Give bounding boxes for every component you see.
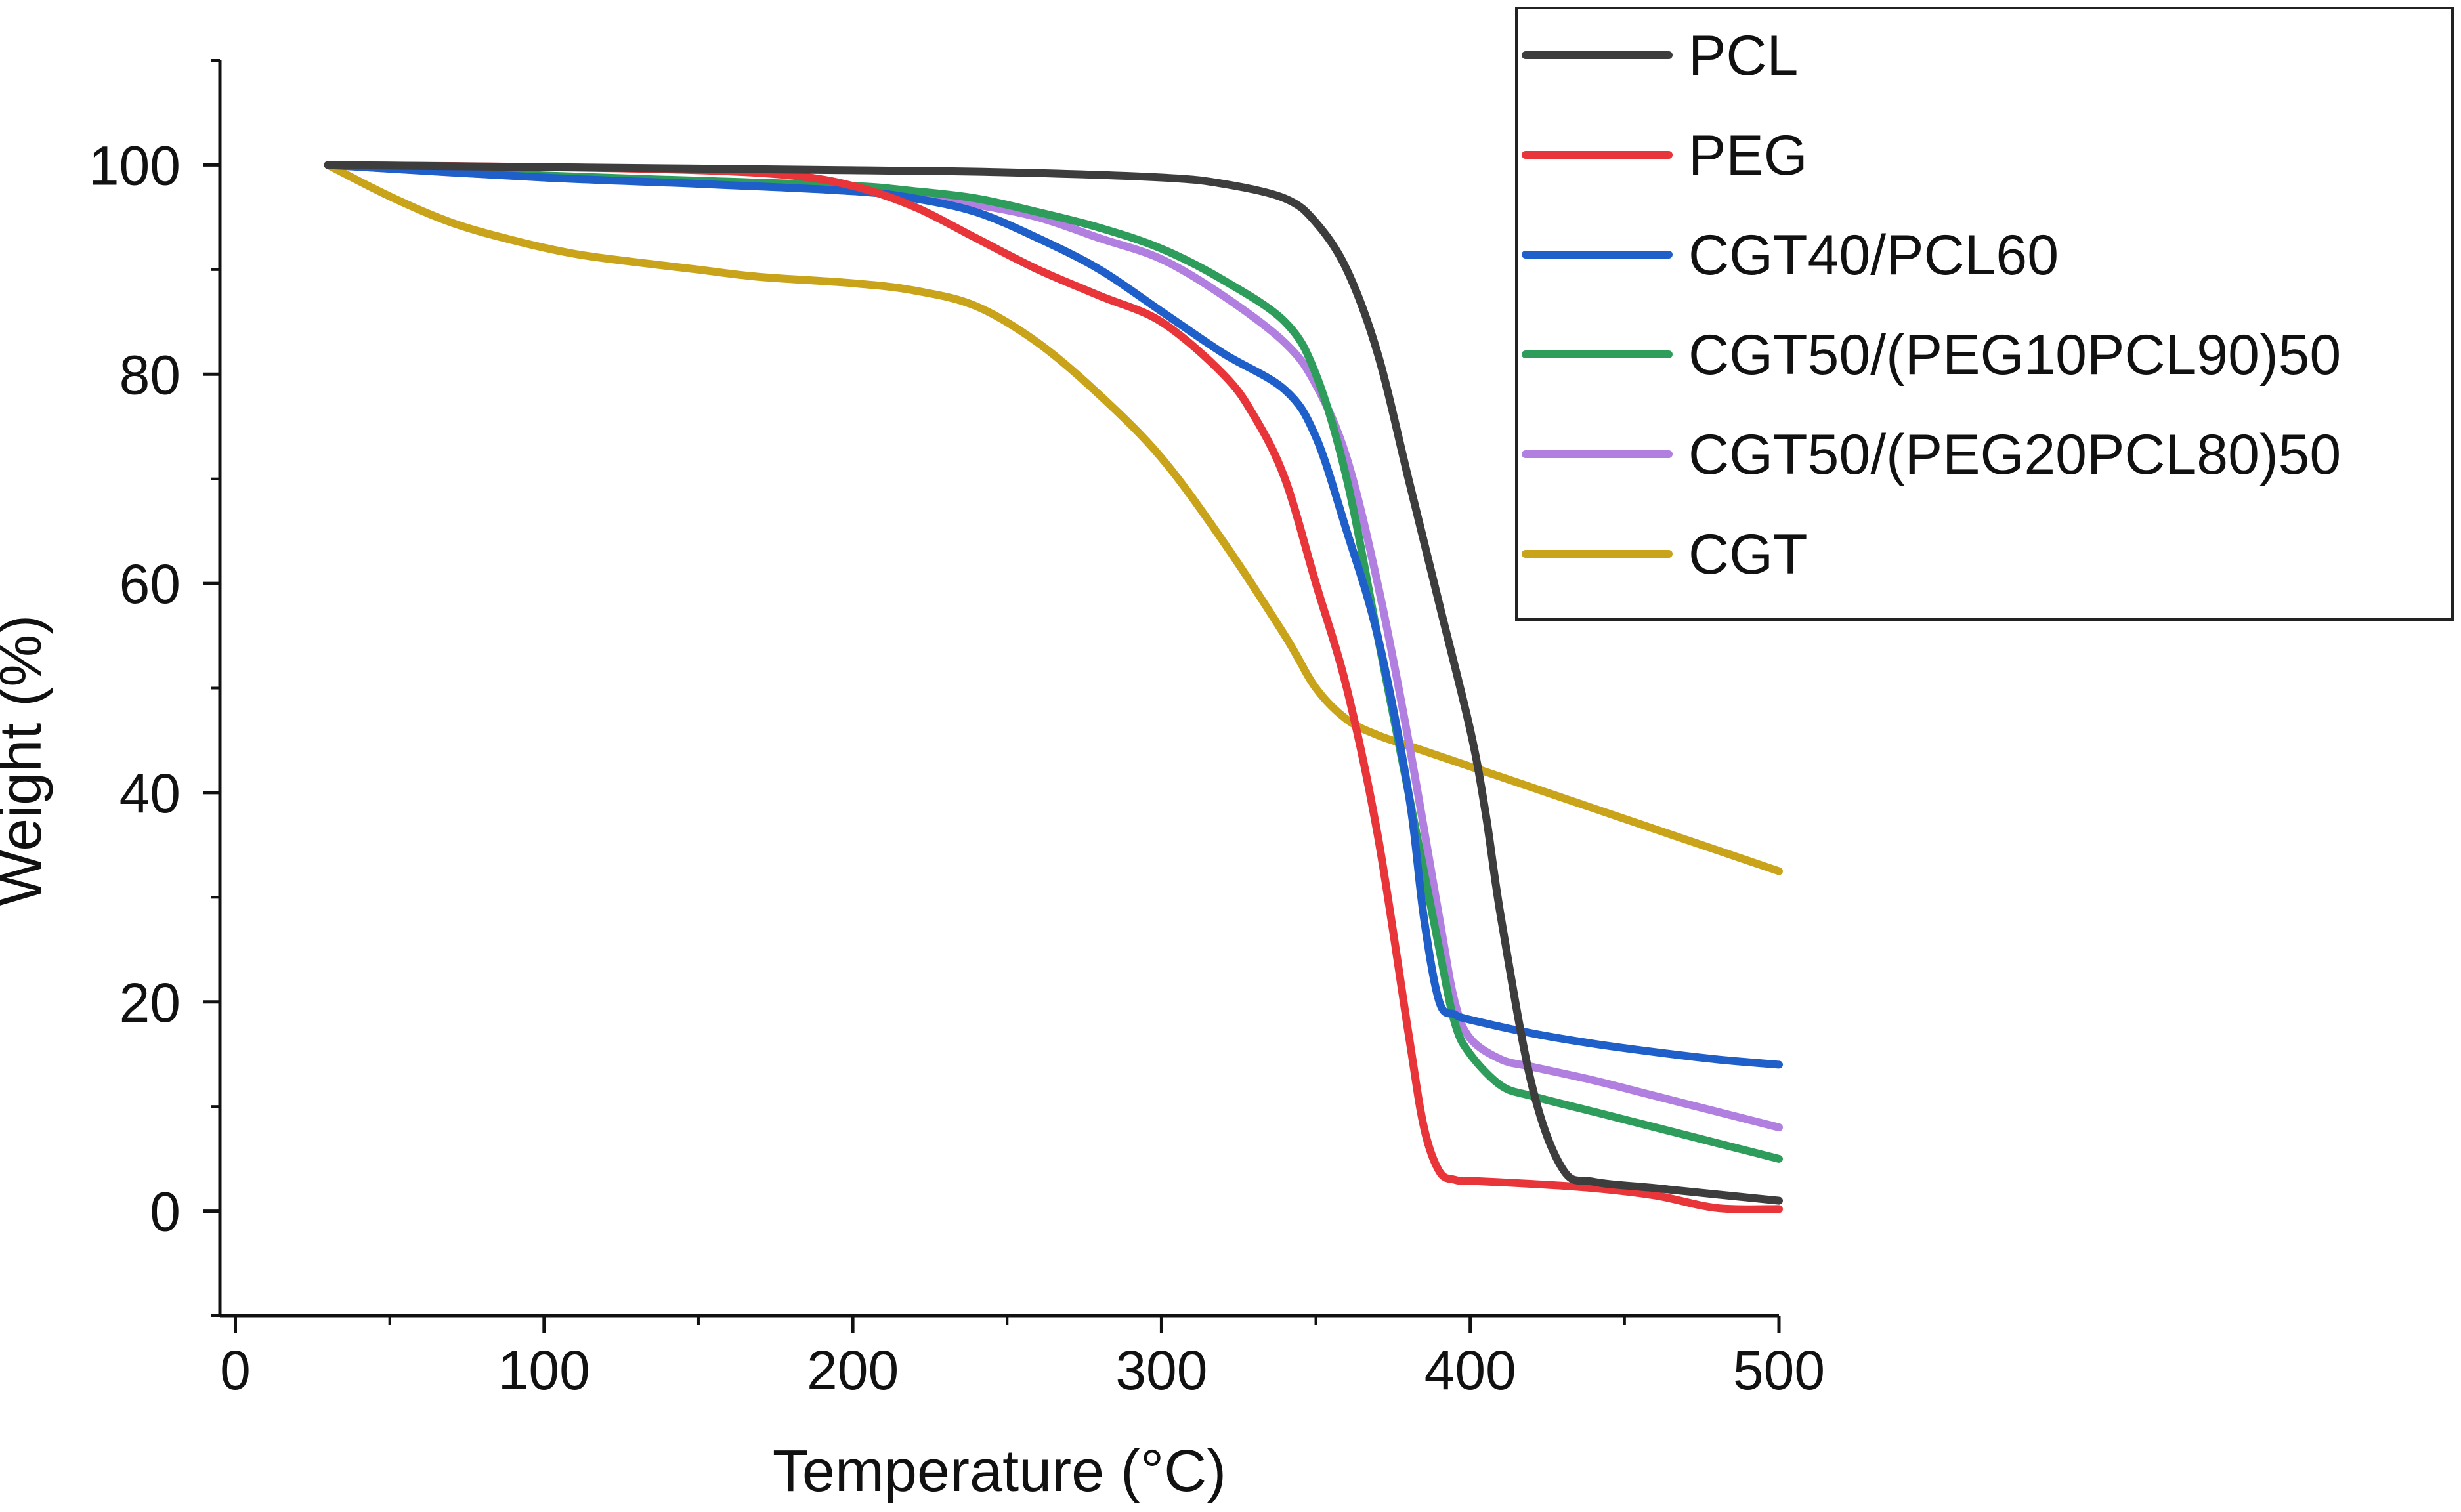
x-tick-label: 0 <box>220 1339 251 1401</box>
series-line-peg <box>324 161 1783 1213</box>
plot-area <box>324 161 1783 1213</box>
y-tick-label: 100 <box>89 135 181 196</box>
legend-label-cgt50-peg10pcl90-50: CGT50/(PEG10PCL90)50 <box>1688 324 2341 387</box>
series-line-pcl <box>324 161 1783 1205</box>
legend-box <box>1515 7 2454 621</box>
series-line-cgt40-pcl60 <box>324 161 1783 1069</box>
y-tick-label: 0 <box>150 1181 181 1243</box>
y-axis-title: Weight (%) <box>0 615 54 906</box>
axes: 0 100 200 300 400 500 0 20 40 60 80 100 <box>89 59 1825 1401</box>
y-tick-label: 80 <box>119 344 181 406</box>
legend-label-cgt40-pcl60: CGT40/PCL60 <box>1688 224 2059 287</box>
x-tick-label: 400 <box>1424 1339 1516 1401</box>
x-tick-label: 200 <box>807 1339 899 1401</box>
legend-label-cgt: CGT <box>1688 523 1808 586</box>
y-tick-label: 20 <box>119 972 181 1034</box>
legend: PCL PEG CGT40/PCL60 CGT50/(PEG10PCL90)50 CGT… <box>1515 7 2454 621</box>
x-tick-label: 500 <box>1733 1339 1825 1401</box>
x-axis-title: Temperature (°C) <box>773 1438 1226 1504</box>
series-line-cgt <box>324 161 1783 875</box>
x-tick-label: 100 <box>498 1339 590 1401</box>
legend-label-pcl: PCL <box>1688 24 1798 87</box>
legend-label-peg: PEG <box>1688 124 1808 187</box>
series-line-cgt50-peg10pcl90-50 <box>324 161 1783 1163</box>
y-tick-label: 60 <box>119 553 181 615</box>
legend-label-cgt50-peg20pcl80-50: CGT50/(PEG20PCL80)50 <box>1688 423 2341 486</box>
y-tick-label: 40 <box>119 763 181 824</box>
x-tick-label: 300 <box>1115 1339 1207 1401</box>
